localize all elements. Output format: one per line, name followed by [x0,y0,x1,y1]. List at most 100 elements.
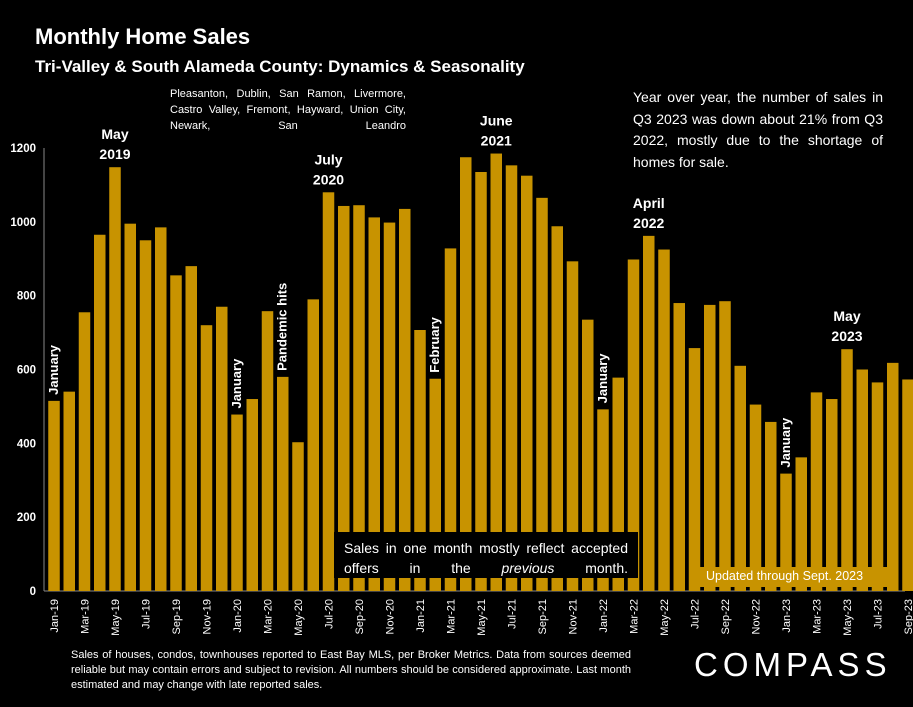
bar-Feb-21 [429,378,441,591]
x-tick-label-Sep-19: Sep-19 [171,599,183,634]
x-tick-label-Sep-23: Sep-23 [903,599,913,634]
bar-May-23 [841,349,853,591]
y-tick-label-800: 800 [17,291,36,303]
x-tick-label-Nov-21: Nov-21 [568,599,580,634]
bar-Feb-19 [63,391,75,591]
x-tick-label-Jul-21: Jul-21 [507,599,519,629]
y-tick-label-0: 0 [30,586,36,598]
bar-May-21 [475,172,487,591]
bar-Jul-19 [139,240,152,592]
bar-Dec-19 [216,306,228,591]
bar-Jun-20 [307,299,319,591]
x-tick-label-Jul-19: Jul-19 [141,599,153,629]
annotation-7: January [595,353,610,404]
x-tick-label-Jan-20: Jan-20 [232,599,244,633]
region-list: Pleasanton, Dublin, San Ramon, Livermore… [170,88,406,132]
annotation-10: May 2023 [831,308,862,344]
bar-Nov-22 [749,404,762,591]
offers-note-text-1: Sales in one month mostly reflect accept… [344,540,628,576]
x-tick-label-Nov-19: Nov-19 [202,599,214,634]
annotation-3: Pandemic hits [275,283,290,371]
x-tick-label-Sep-21: Sep-21 [537,599,549,634]
bar-Jan-21 [414,330,426,591]
bar-Aug-23 [887,362,899,591]
annotation-5: February [427,316,442,372]
bar-Oct-20 [368,217,380,591]
chart-subtitle: Tri-Valley & South Alameda County: Dynam… [35,57,525,76]
bar-Jul-22 [688,348,701,591]
bar-Jul-21 [505,165,518,591]
x-tick-label-Jan-21: Jan-21 [415,599,427,633]
chart-title: Monthly Home Sales [35,24,251,49]
bar-Feb-23 [795,457,807,591]
x-tick-label-Jul-23: Jul-23 [873,599,885,629]
y-tick-label-200: 200 [17,512,36,524]
x-tick-label-Jan-19: Jan-19 [49,599,61,633]
bar-Oct-21 [551,226,563,591]
x-tick-label-May-22: May-22 [659,599,671,636]
y-tick-label-400: 400 [17,438,36,450]
yoy-callout: Year over year, the number of sales in Q… [633,89,883,170]
bar-Feb-20 [246,399,258,591]
x-tick-label-May-23: May-23 [842,599,854,636]
bar-Nov-20 [383,222,396,591]
bar-Nov-21 [566,261,579,591]
annotation-6: June 2021 [480,113,513,149]
updated-badge: Updated through Sept. 2023 [692,567,892,587]
bar-Dec-22 [765,421,777,591]
x-tick-label-May-20: May-20 [293,599,305,636]
bar-Dec-20 [399,208,411,591]
bar-Sep-21 [536,197,548,591]
bar-Jun-19 [124,223,136,591]
bar-Mar-21 [444,248,457,591]
bar-Oct-22 [734,365,746,591]
bar-Jul-23 [871,382,884,591]
x-tick-label-Jul-20: Jul-20 [324,599,336,629]
offers-note: Sales in one month mostly reflect accept… [334,532,638,578]
annotation-1: May 2019 [99,126,130,162]
x-tick-label-Nov-20: Nov-20 [385,599,397,634]
bar-Jun-23 [856,369,868,591]
x-tick-label-May-21: May-21 [476,599,488,636]
bar-May-20 [292,442,304,591]
bar-Sep-22 [719,301,731,591]
bar-Sep-19 [170,275,182,591]
bar-Mar-22 [627,259,640,591]
annotation-9: January [778,417,793,468]
x-tick-label-Mar-20: Mar-20 [263,599,275,634]
x-tick-label-Mar-19: Mar-19 [80,599,92,634]
bar-Sep-20 [353,205,365,591]
offers-note-text-2: month. [554,560,628,576]
bar-Apr-21 [460,157,472,592]
bar-Aug-21 [521,175,533,591]
bar-Apr-19 [94,234,106,591]
bar-Dec-21 [582,319,594,591]
bar-Aug-20 [338,205,350,591]
bar-Apr-22 [643,235,655,592]
bar-Jan-20 [231,414,243,591]
bar-Jun-22 [673,303,685,591]
bar-Jan-22 [597,409,609,591]
x-tick-label-Jan-23: Jan-23 [781,599,793,633]
bar-Aug-19 [155,227,167,591]
bar-May-19 [109,167,121,591]
x-tick-label-Mar-23: Mar-23 [812,599,824,634]
x-tick-label-Jul-22: Jul-22 [690,599,702,629]
y-tick-label-1000: 1000 [10,217,36,229]
offers-note-emphasis: previous [501,560,555,576]
annotation-4: July 2020 [313,151,344,187]
x-tick-label-May-19: May-19 [110,599,122,636]
x-tick-label-Mar-21: Mar-21 [446,599,458,634]
bar-Jan-19 [48,400,60,591]
x-tick-label-Sep-20: Sep-20 [354,599,366,634]
bar-Jun-21 [490,153,502,592]
bar-Apr-20 [277,376,289,591]
annotation-0: January [46,344,61,395]
bar-Mar-19 [78,312,91,591]
y-tick-label-600: 600 [17,365,36,377]
footer-disclaimer: Sales of houses, condos, townhouses repo… [71,649,631,691]
annotation-2: January [229,358,244,409]
bar-Jan-23 [780,473,792,591]
bar-Mar-23 [810,392,823,591]
